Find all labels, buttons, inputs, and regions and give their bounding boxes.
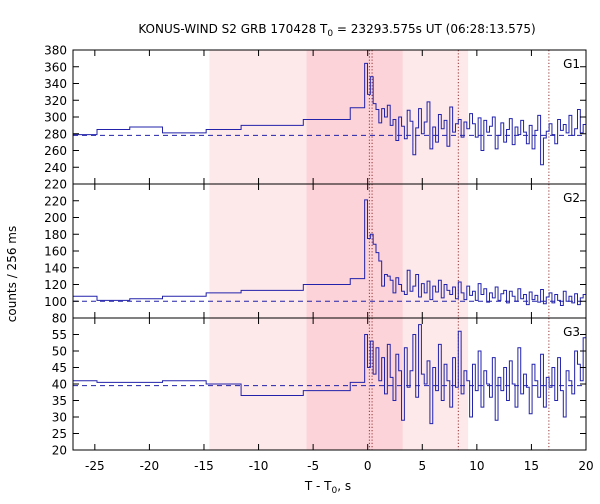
x-tick-label: 10 xyxy=(469,459,484,473)
y-tick-label: 300 xyxy=(44,111,67,125)
y-tick-label: 20 xyxy=(52,444,67,458)
y-tick-label: 25 xyxy=(52,427,67,441)
y-tick-label: 280 xyxy=(44,127,67,141)
y-tick-label: 240 xyxy=(44,161,67,175)
x-tick-label: -15 xyxy=(194,459,214,473)
x-tick-label: -25 xyxy=(85,459,105,473)
x-axis-label-tail: , s xyxy=(337,479,351,493)
panels-group: 220240260280300320340360380G180100120140… xyxy=(44,44,594,474)
chart-title-subscript: 0 xyxy=(327,29,333,39)
chart-title-tail: = 23293.575s UT (06:28:13.575) xyxy=(333,22,536,36)
y-tick-label: 80 xyxy=(52,312,67,326)
dark-interval-band xyxy=(306,318,403,450)
y-tick-label: 140 xyxy=(44,261,67,275)
y-tick-label: 180 xyxy=(44,228,67,242)
x-tick-label: 5 xyxy=(418,459,426,473)
y-tick-label: 120 xyxy=(44,278,67,292)
dark-interval-band xyxy=(306,50,403,184)
x-tick-label: -10 xyxy=(249,459,269,473)
y-tick-label: 200 xyxy=(44,211,67,225)
y-tick-label: 30 xyxy=(52,411,67,425)
y-tick-label: 220 xyxy=(44,178,67,192)
y-tick-label: 100 xyxy=(44,295,67,309)
light-curve-g2 xyxy=(73,199,586,306)
y-tick-label: 360 xyxy=(44,60,67,74)
x-tick-label: 0 xyxy=(364,459,372,473)
y-tick-label: 45 xyxy=(52,361,67,375)
chart-title-main: KONUS-WIND S2 GRB 170428 T xyxy=(138,22,328,36)
light-curve-g1 xyxy=(73,62,586,166)
y-tick-label: 55 xyxy=(52,328,67,342)
x-tick-label: -20 xyxy=(140,459,160,473)
y-axis-label: counts / 256 ms xyxy=(5,226,19,322)
x-tick-label: -5 xyxy=(307,459,319,473)
light-curve-g3 xyxy=(73,324,586,425)
panel-g1: 220 240 260 280 300 320 340 360 380 G1 xyxy=(44,44,587,192)
panel-g3: 20 25 30 35 40 45 50 55 -25 -20 -15 -10 -5 0 5 10 15 20 G3 xyxy=(52,317,594,473)
y-tick-label: 340 xyxy=(44,77,67,91)
y-tick-label: 220 xyxy=(44,194,67,208)
x-axis-label: T - T0, s xyxy=(304,479,351,496)
x-axis-label-main: T - T xyxy=(304,479,332,493)
dark-interval-band xyxy=(306,184,403,318)
panel-label: G3 xyxy=(563,325,580,339)
y-tick-label: 260 xyxy=(44,144,67,158)
y-tick-label: 50 xyxy=(52,345,67,359)
y-tick-label: 380 xyxy=(44,44,67,58)
panel-label: G1 xyxy=(563,57,580,71)
panel-g2: 80 100 120 140 160 180 200 220 G2 xyxy=(44,183,587,326)
x-axis-label-subscript: 0 xyxy=(332,486,338,496)
y-tick-label: 40 xyxy=(52,378,67,392)
panel-frame xyxy=(72,317,587,451)
y-tick-label: 35 xyxy=(52,394,67,408)
y-tick-label: 160 xyxy=(44,245,67,259)
x-tick-label: 20 xyxy=(578,459,593,473)
chart-title: KONUS-WIND S2 GRB 170428 T0 = 23293.575s… xyxy=(138,22,535,39)
panel-label: G2 xyxy=(563,191,580,205)
x-tick-label: 15 xyxy=(524,459,539,473)
y-tick-label: 320 xyxy=(44,94,67,108)
